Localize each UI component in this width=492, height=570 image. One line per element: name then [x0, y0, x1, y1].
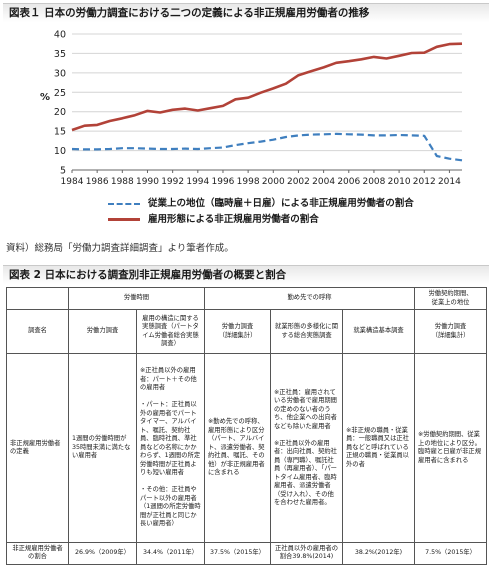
legend-label: 雇用形態による非正規雇用労働者の割合: [148, 214, 319, 225]
column-header: 就業形態の多様化に関する総合実態調査: [270, 309, 343, 355]
table-cell: 34.4%（2011年）: [136, 541, 205, 566]
x-tick-label: 2012: [413, 177, 436, 187]
legend-label: 従業上の地位（臨時雇＋日雇）による非正規雇用労働者の割合: [148, 198, 414, 209]
x-tick-label: 2006: [337, 177, 360, 187]
row-label: 非正規雇用労働者の割合: [6, 541, 69, 566]
x-tick-label: 2014: [438, 177, 461, 187]
x-tick-label: 1994: [186, 177, 209, 187]
x-tick-label: 2004: [312, 177, 335, 187]
table-corner-cell: [6, 286, 69, 311]
table-cell: ※正社員：雇用されている労働者で雇用期間の定めのない者のうち、他企業への出向者な…: [270, 353, 343, 543]
row-label: 非正規雇用労働者の定義: [6, 353, 69, 543]
x-tick-label: 2002: [287, 177, 310, 187]
x-tick-label: 2010: [388, 177, 411, 187]
line-chart: 5 10 15 20 25 30 35 40 1984 1986 1988 1990 1992 1994…: [40, 30, 463, 187]
table-row-definition: 非正規雇用労働者の定義 1週間の労働時間が35時間未満に満たない雇用者 ※正社員…: [6, 353, 488, 543]
chart-series: [71, 42, 463, 162]
table-cell: ※労働契約期間、従業上の地位により区分。臨時雇と日雇が非正規雇用者に含まれる: [414, 353, 488, 543]
legend-item-status-based: 従業上の地位（臨時雇＋日雇）による非正規雇用労働者の割合: [108, 195, 414, 209]
table-cell: 38.2%(2012年): [341, 541, 416, 566]
figure1-source-note: 資料）総務局「労働力調査詳細調査」より筆者作成。: [6, 243, 234, 254]
y-tick-label: 10: [54, 146, 66, 157]
y-tick-label: 40: [54, 30, 66, 41]
table-cell: ※非正規の職員・従業員：一般職員又は正社員などと呼ばれている正規の職員・従業員以…: [341, 353, 416, 543]
legend-solid-line-swatch: [108, 218, 140, 221]
group-header-contract-status: 労働契約期間、 従業上の地位: [414, 286, 488, 311]
y-tick-label: 5: [60, 166, 66, 177]
table-cell: 37.5%（2015年）: [204, 541, 271, 566]
table-row-share: 非正規雇用労働者の割合 26.9%（2009年） 34.4%（2011年） 37…: [6, 541, 488, 566]
table-cell: 7.5%（2015年）: [414, 541, 488, 566]
x-tick-label: 2000: [262, 177, 285, 187]
figure2-title: 図表 2 日本における調査別非正規雇用労働者の概要と割合: [3, 265, 489, 284]
group-header-working-hours: 労働時間: [68, 286, 205, 311]
table-cell: 正社員以外の雇用者の割合39.8%(2014): [270, 541, 343, 566]
y-tick-label: 25: [54, 88, 66, 99]
table-column-header-row: 調査名 労働力調査 雇用の構造に関する実態調査（パートタイム労働者総合実態調査）…: [6, 309, 488, 355]
x-tick-label: 1988: [111, 177, 134, 187]
column-header: 労働力調査 （詳細集計）: [414, 309, 488, 355]
legend-item-form-based: 雇用形態による非正規雇用労働者の割合: [108, 211, 319, 225]
y-tick-label: 15: [54, 127, 66, 138]
table-cell: ※勤め先での呼称、雇用形態により区分（パート、アルバイト、派遣労働者、契約社員、…: [204, 353, 271, 543]
survey-comparison-table: 労働時間 勤め先での呼称 労働契約期間、 従業上の地位 調査名 労働力調査 雇用…: [6, 286, 488, 566]
table-cell: ※正社員以外の雇用者：パート＋その他の雇用者 ・パート：正社員以外の雇用者でパー…: [136, 353, 205, 543]
y-axis-ticks: 5 10 15 20 25 30 35 40: [54, 30, 66, 177]
x-tick-label: 2008: [362, 177, 385, 187]
column-header: 雇用の構造に関する実態調査（パートタイム労働者総合実態調査）: [136, 309, 205, 355]
y-axis-unit-label: %: [40, 92, 50, 103]
y-tick-label: 35: [54, 49, 66, 60]
series-line-form-based: [71, 42, 463, 132]
column-header: 調査名: [6, 309, 69, 355]
x-axis-ticks: 1984 1986 1988 1990 1992 1994 1996 1998 2000 2002…: [61, 170, 461, 187]
x-tick-label: 1998: [237, 177, 260, 187]
table-cell: 26.9%（2009年）: [68, 541, 137, 566]
series-line-status-based: [71, 132, 463, 162]
y-tick-label: 30: [54, 68, 66, 79]
x-tick-label: 1996: [212, 177, 235, 187]
x-tick-label: 1992: [161, 177, 184, 187]
x-tick-label: 1986: [86, 177, 109, 187]
table-cell: 1週間の労働時間が35時間未満に満たない雇用者: [68, 353, 137, 543]
legend-dashed-line-swatch: [108, 202, 140, 205]
y-tick-label: 20: [54, 107, 66, 118]
x-tick-label: 1990: [136, 177, 159, 187]
column-header: 就業構造基本調査: [341, 309, 416, 355]
x-tick-label: 1984: [61, 177, 84, 187]
table-group-header-row: 労働時間 勤め先での呼称 労働契約期間、 従業上の地位: [6, 286, 488, 311]
column-header: 労働力調査: [68, 309, 137, 355]
chart-gridlines: [72, 33, 462, 152]
figure1-title: 図表１ 日本の労働力調査における二つの定義による非正規雇用労働者の推移: [3, 3, 489, 22]
group-header-workplace-title: 勤め先での呼称: [203, 286, 416, 311]
column-header: 労働力調査 （詳細集計）: [204, 309, 271, 355]
